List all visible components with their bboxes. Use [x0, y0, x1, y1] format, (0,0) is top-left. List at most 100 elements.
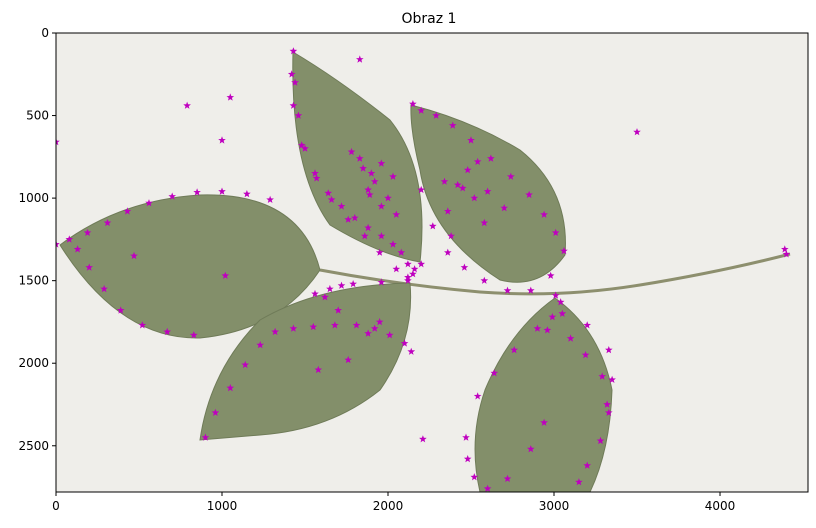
y-tick-label: 0	[41, 26, 49, 40]
keypoint-marker	[581, 351, 590, 359]
axes-frame	[55, 32, 809, 493]
keypoint-marker	[377, 159, 386, 167]
keypoint-marker	[291, 78, 299, 86]
photo-area	[56, 33, 808, 492]
keypoint-marker	[429, 222, 437, 230]
keypoint-marker	[448, 121, 457, 129]
keypoint-marker	[138, 321, 147, 329]
keypoint-marker	[527, 445, 535, 453]
keypoint-marker	[781, 245, 789, 253]
keypoint-marker	[364, 329, 372, 337]
keypoint-marker	[525, 190, 533, 198]
keypoint-marker	[453, 180, 462, 189]
keypoint-marker	[168, 192, 176, 200]
keypoint-marker	[510, 346, 518, 354]
keypoint-marker	[556, 298, 565, 306]
keypoint-marker	[271, 327, 279, 336]
x-tick-label: 2000	[373, 499, 404, 513]
keypoint-marker	[337, 202, 346, 210]
keypoint-marker	[389, 240, 397, 248]
keypoint-marker	[226, 384, 235, 392]
keypoint-marker	[311, 169, 319, 177]
keypoint-marker	[311, 289, 319, 298]
keypoint-marker	[417, 106, 425, 114]
keypoint-marker	[463, 166, 472, 174]
leaf-bottom-right	[474, 297, 613, 492]
keypoint-marker	[404, 276, 412, 284]
keypoint-marker	[417, 185, 425, 194]
keypoint-marker	[462, 433, 470, 441]
y-axis: 0 500 1000 1500 2000 2500	[18, 26, 56, 453]
keypoint-marker	[473, 392, 482, 400]
keypoint-marker	[470, 473, 479, 481]
keypoint-marker	[327, 195, 336, 203]
keypoint-marker	[241, 360, 249, 369]
keypoint-marker	[444, 248, 452, 256]
keypoint-marker	[392, 210, 401, 218]
keypoint-marker	[603, 400, 611, 408]
y-tick-label: 2500	[18, 439, 49, 453]
keypoint-marker	[500, 204, 508, 212]
keypoint-marker	[116, 306, 125, 314]
keypoint-marker	[377, 278, 386, 286]
keypoint-marker	[367, 169, 376, 177]
keypoint-marker	[218, 136, 226, 144]
keypoint-marker	[243, 190, 251, 198]
keypoint-marker	[364, 223, 372, 232]
keypoint-marker	[294, 111, 303, 119]
keypoint-marker	[256, 341, 264, 349]
keypoint-marker	[440, 177, 449, 185]
keypoint-marker	[551, 291, 560, 299]
keypoint-marker	[782, 250, 791, 258]
keypoint-marker	[503, 474, 512, 482]
keypoint-marker	[73, 245, 82, 253]
keypoint-marker	[331, 321, 339, 329]
keypoint-marker	[356, 154, 364, 162]
keypoint-marker	[558, 309, 567, 317]
keypoint-marker	[409, 270, 417, 278]
keypoint-marker	[480, 218, 489, 227]
keypoint-marker	[385, 331, 394, 339]
keypoint-marker	[417, 260, 425, 268]
keypoint-marker	[605, 408, 613, 416]
keypoint-marker	[467, 136, 475, 144]
keypoint-marker	[324, 189, 333, 197]
keypoint-marker	[221, 271, 230, 279]
keypoint-marker	[344, 215, 352, 223]
keypoint-marker	[211, 408, 220, 416]
keypoint-marker	[633, 128, 641, 136]
keypoint-marker	[359, 164, 367, 172]
keypoint-marker	[370, 177, 379, 185]
keypoint-marker	[575, 478, 583, 486]
x-tick-label: 4000	[705, 499, 736, 513]
keypoint-marker	[384, 194, 392, 202]
keypoint-marker	[444, 207, 452, 215]
keypoint-marker	[447, 232, 455, 240]
keypoint-marker	[297, 141, 306, 149]
keypoint-markers	[56, 47, 791, 492]
keypoint-marker	[56, 240, 60, 248]
keypoint-marker	[337, 281, 346, 289]
keypoint-marker	[410, 265, 419, 273]
keypoint-marker	[397, 248, 406, 256]
keypoint-marker	[289, 101, 298, 109]
keypoint-marker	[400, 339, 409, 347]
keypoint-marker	[507, 172, 515, 180]
y-tick-label: 1000	[18, 191, 49, 205]
keypoint-marker	[145, 199, 153, 207]
x-tick-label: 0	[52, 499, 60, 513]
keypoint-marker	[370, 324, 379, 332]
keypoint-marker	[123, 207, 132, 215]
keypoint-marker	[483, 484, 492, 492]
keypoint-marker	[226, 93, 235, 101]
leaf-top-center	[292, 51, 423, 263]
keypoint-marker	[432, 111, 440, 119]
keypoint-marker	[392, 265, 401, 273]
keypoint-marker	[483, 187, 492, 195]
keypoint-marker	[361, 232, 369, 240]
keypoint-marker	[375, 317, 384, 326]
x-tick-label: 3000	[539, 499, 570, 513]
keypoint-marker	[56, 138, 60, 146]
keypoint-marker	[533, 324, 542, 332]
keypoint-marker	[460, 263, 469, 271]
